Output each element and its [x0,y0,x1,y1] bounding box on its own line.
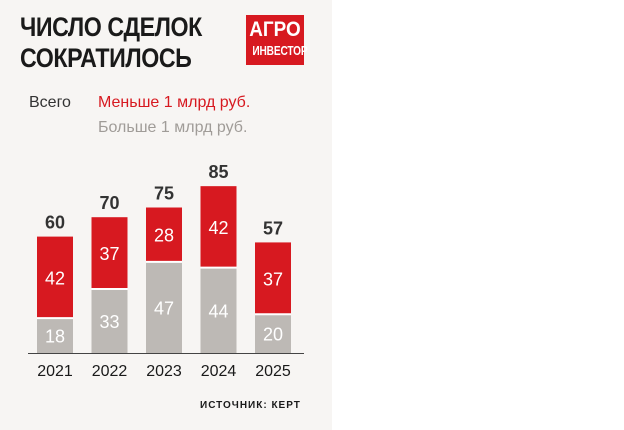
value-label-more-2023: 47 [154,298,174,318]
x-tick-label-2025: 2025 [255,363,291,380]
bar-segment-more-2023 [146,261,182,353]
value-label-less-2025: 37 [263,269,283,289]
legend-less-than-1bn: Меньше 1 млрд руб. [98,94,251,111]
x-tick-label-2021: 2021 [37,363,73,380]
total-label-2023: 75 [154,184,174,204]
value-label-more-2021: 18 [45,327,65,347]
value-label-less-2022: 37 [99,244,119,264]
title-line-1: ЧИСЛО СДЕЛОК [20,12,202,42]
infographic-card: ЧИСЛО СДЕЛОК СОКРАТИЛОСЬ АГРО ИНВЕСТОР В… [0,0,332,430]
total-label-2021: 60 [45,213,65,233]
bar-segment-less-2022 [91,217,128,289]
value-label-less-2024: 42 [208,218,228,238]
x-tick-label-2022: 2022 [92,363,128,380]
bar-segment-less-2021 [37,236,73,319]
bar-segment-more-2025 [255,314,291,353]
value-label-more-2025: 20 [263,325,283,345]
bar-segment-more-2022 [91,288,128,353]
total-label-2024: 85 [208,162,228,182]
total-label-2022: 70 [99,193,119,213]
value-label-less-2021: 42 [45,268,65,288]
logo-line-2: ИНВЕСТОР [252,43,308,58]
bar-segment-less-2024 [200,186,237,268]
legend-total: Всего [29,94,71,111]
source-note: ИСТОЧНИК: КЕРТ [200,400,301,411]
chart-title: ЧИСЛО СДЕЛОК СОКРАТИЛОСЬ [20,12,202,74]
x-tick-label-2023: 2023 [146,363,182,380]
agroinvestor-logo: АГРО ИНВЕСТОР [246,15,308,65]
total-label-2025: 57 [263,218,283,238]
bar-segment-more-2024 [200,267,237,353]
legend-more-than-1bn: Больше 1 млрд руб. [98,119,248,136]
value-label-more-2024: 44 [208,301,228,321]
value-label-more-2022: 33 [99,312,119,332]
x-tick-label-2024: 2024 [201,363,237,380]
bar-segment-less-2023 [146,207,182,262]
title-line-2: СОКРАТИЛОСЬ [20,43,192,73]
bar-segment-more-2021 [37,318,73,353]
stacked-bar-chart: 18 42 60 2021 33 37 70 2022 47 28 75 2023 44 42 85 2024… [28,162,304,380]
value-label-less-2023: 28 [154,226,174,246]
logo-line-1: АГРО [249,18,301,41]
bar-segment-less-2025 [255,242,291,315]
